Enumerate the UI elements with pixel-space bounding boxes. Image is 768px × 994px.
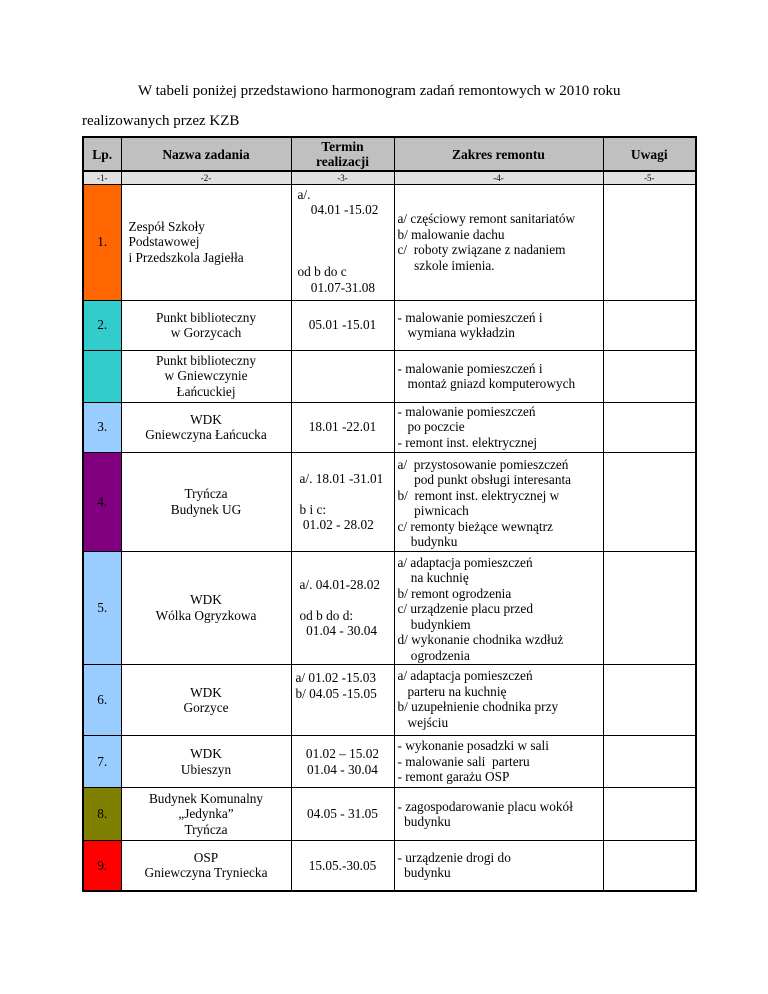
column-number-1: -1- — [82, 170, 122, 185]
header-task-name: Nazwa zadania — [120, 136, 292, 172]
table-row: Punkt biblioteczny w Gniewczynie Łańcuck… — [82, 349, 697, 403]
scope-cell: - malowanie pomieszczeń i wymiana wykład… — [393, 299, 604, 351]
term-cell: 15.05.-30.05 — [290, 840, 395, 891]
scope-cell: - malowanie pomieszczeń i montaż gniazd … — [393, 349, 604, 403]
scope-cell: - zagospodarowanie placu wokół budynku — [393, 787, 604, 841]
column-number-2: -2- — [120, 170, 292, 185]
lp-cell: 1. — [82, 183, 122, 301]
intro-paragraph: W tabeli poniżej przedstawiono harmonogr… — [82, 76, 696, 136]
notes-cell — [602, 787, 697, 841]
lp-cell: 8. — [82, 787, 122, 841]
notes-cell — [602, 401, 697, 453]
column-number-row: -1- -2- -3- -4- -5- — [82, 170, 697, 185]
task-name-cell: Zespół Szkoły Podstawowej i Przedszkola … — [120, 183, 292, 301]
column-number-5: -5- — [602, 170, 697, 185]
column-number-4: -4- — [393, 170, 604, 185]
table-row: 3. WDK Gniewczyna Łańcucka 18.01 -22.01- m… — [82, 401, 697, 453]
lp-cell: 4. — [82, 451, 122, 552]
table-row: 1. Zespół Szkoły Podstawowej i Przedszkol… — [82, 183, 697, 301]
lp-cell: 2. — [82, 299, 122, 351]
term-cell: 18.01 -22.01 — [290, 401, 395, 453]
table-row: 8. Budynek Komunalny „Jedynka” Tryńcza 04.… — [82, 787, 697, 841]
table-row: 9. OSP Gniewczyna Tryniecka 15.05.-30.05- … — [82, 840, 697, 891]
scope-cell: a/ częściowy remont sanitariatów b/ malo… — [393, 183, 604, 301]
header-lp: Lp. — [82, 136, 122, 172]
task-name-cell: Punkt biblioteczny w Gorzycach — [120, 299, 292, 351]
schedule-table-body: 1. Zespół Szkoły Podstawowej i Przedszkol… — [82, 183, 697, 891]
task-name-cell: WDK Gniewczyna Łańcucka — [120, 401, 292, 453]
task-name-cell: Punkt biblioteczny w Gniewczynie Łańcuck… — [120, 349, 292, 403]
table-row: 7. WDK Ubieszyn 01.02 – 15.02 01.04 - 30.0… — [82, 735, 697, 788]
term-cell — [290, 349, 395, 403]
table-header: Lp. Nazwa zadania Termin realizacji Zakr… — [82, 136, 697, 185]
notes-cell — [602, 349, 697, 403]
table-row: 6. WDK Gorzyce a/ 01.02 -15.03 b/ 04.05 -1… — [82, 664, 697, 736]
term-cell: 04.05 - 31.05 — [290, 787, 395, 841]
lp-cell: 6. — [82, 664, 122, 736]
term-cell: a/. 04.01 -15.02 od b do c 01.07-31.08 — [290, 183, 395, 301]
term-cell: a/. 18.01 -31.01 b i c: 01.02 - 28.02 — [290, 451, 395, 552]
notes-cell — [602, 664, 697, 736]
scope-cell: a/ przystosowanie pomieszczeń pod punkt … — [393, 451, 604, 552]
scope-cell: - urządzenie drogi do budynku — [393, 840, 604, 891]
notes-cell — [602, 451, 697, 552]
task-name-cell: Tryńcza Budynek UG — [120, 451, 292, 552]
header-row: Lp. Nazwa zadania Termin realizacji Zakr… — [82, 136, 697, 172]
header-notes: Uwagi — [602, 136, 697, 172]
intro-line-1: W tabeli poniżej przedstawiono harmonogr… — [138, 83, 621, 99]
scope-cell: - malowanie pomieszczeń po poczcie - rem… — [393, 401, 604, 453]
term-cell: 05.01 -15.01 — [290, 299, 395, 351]
term-cell: a/ 01.02 -15.03 b/ 04.05 -15.05 — [290, 664, 395, 736]
term-cell: a/. 04.01-28.02 od b do d: 01.04 - 30.04 — [290, 550, 395, 665]
document-content: W tabeli poniżej przedstawiono harmonogr… — [82, 76, 697, 892]
scope-cell: - wykonanie posadzki w sali - malowanie … — [393, 735, 604, 788]
task-name-cell: WDK Gorzyce — [120, 664, 292, 736]
table-row: 5. WDK Wólka Ogryzkowa a/. 04.01-28.02 od … — [82, 550, 697, 665]
notes-cell — [602, 183, 697, 301]
lp-cell — [82, 349, 122, 403]
scope-cell: a/ adaptacja pomieszczeń parteru na kuch… — [393, 664, 604, 736]
notes-cell — [602, 840, 697, 891]
scope-cell: a/ adaptacja pomieszczeń na kuchnię b/ r… — [393, 550, 604, 665]
header-term: Termin realizacji — [290, 136, 395, 172]
renovation-schedule-table: Lp. Nazwa zadania Termin realizacji Zakr… — [82, 136, 697, 892]
task-name-cell: OSP Gniewczyna Tryniecka — [120, 840, 292, 891]
column-number-3: -3- — [290, 170, 395, 185]
task-name-cell: Budynek Komunalny „Jedynka” Tryńcza — [120, 787, 292, 841]
lp-cell: 7. — [82, 735, 122, 788]
lp-cell: 5. — [82, 550, 122, 665]
header-scope: Zakres remontu — [393, 136, 604, 172]
table-row: 4. Tryńcza Budynek UG a/. 18.01 -31.01 b i… — [82, 451, 697, 552]
lp-cell: 9. — [82, 840, 122, 891]
notes-cell — [602, 735, 697, 788]
task-name-cell: WDK Ubieszyn — [120, 735, 292, 788]
lp-cell: 3. — [82, 401, 122, 453]
table-row: 2. Punkt biblioteczny w Gorzycach 05.01 -1… — [82, 299, 697, 351]
term-cell: 01.02 – 15.02 01.04 - 30.04 — [290, 735, 395, 788]
notes-cell — [602, 550, 697, 665]
notes-cell — [602, 299, 697, 351]
intro-line-2: realizowanych przez KZB — [82, 113, 240, 129]
task-name-cell: WDK Wólka Ogryzkowa — [120, 550, 292, 665]
